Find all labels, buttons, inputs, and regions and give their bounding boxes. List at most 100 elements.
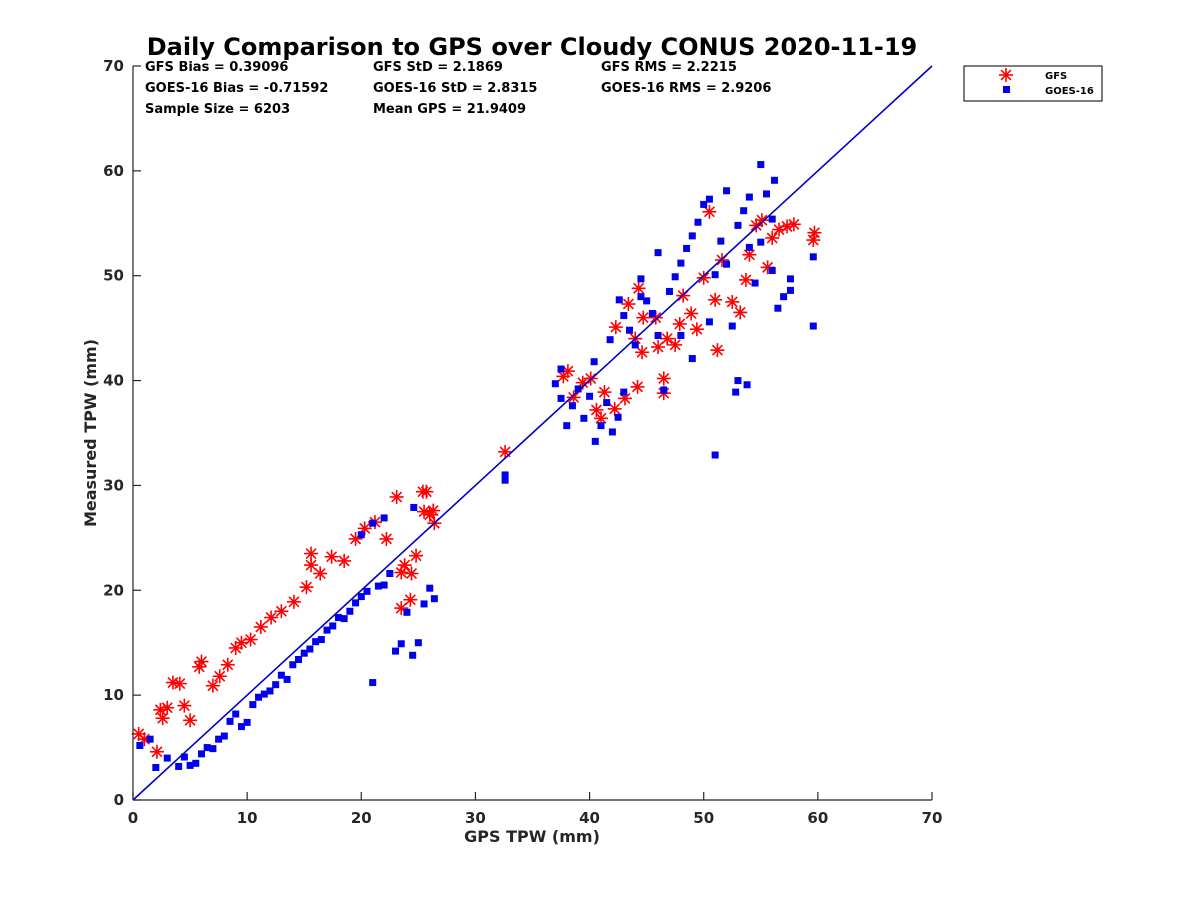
y-ticks: 0 10 20 30 40 50 60 70 [103,57,141,809]
gfs-point [635,345,650,360]
gfs-point [243,632,258,647]
y-tick-label: 60 [103,162,124,180]
goes16-point [705,318,713,326]
goes16-point [717,237,725,245]
goes16-point [620,312,628,320]
goes16-point [643,297,651,305]
goes16-point [786,275,794,283]
gfs-point [668,337,683,352]
goes16-point [654,331,662,339]
goes16-point [603,399,611,407]
goes16-point [283,675,291,683]
goes16-point [232,710,240,718]
gfs-point [725,294,740,309]
goes16-point [186,761,194,769]
stat-r1-c1: GOES-16 StD = 2.8315 [373,81,537,96]
gfs-point [672,316,687,331]
stat-r0-c2: GFS RMS = 2.2215 [601,60,737,75]
goes16-point [306,645,314,653]
goes16-point [732,388,740,396]
goes16-point [209,745,217,753]
gfs-point [710,343,725,358]
x-tick-label: 30 [465,809,486,827]
goes16-point [501,476,509,484]
goes16-point [688,355,696,363]
goes16-point [237,723,245,731]
y-tick-label: 70 [103,57,124,75]
goes16-point [580,414,588,422]
goes16-point [574,385,582,393]
goes16-point [626,326,634,334]
goes16-point [768,266,776,274]
gfs-point [636,310,651,325]
gfs-point [397,558,412,573]
goes16-point [369,519,377,527]
goes16-point [380,514,388,522]
gfs-point [426,503,441,518]
goes16-point [780,293,788,301]
series-gfs [131,204,822,759]
legend-gfs-asterisk [999,68,1013,82]
goes16-point [277,671,285,679]
goes16-point [163,754,171,762]
stat-r1-c2: GOES-16 RMS = 2.9206 [601,81,771,96]
gfs-point [403,592,418,607]
goes16-point [197,750,205,758]
goes16-point [711,451,719,459]
goes16-point [723,187,731,195]
goes16-point [757,238,765,246]
goes16-point [660,386,668,394]
goes16-point [557,365,565,373]
gfs-point [183,713,198,728]
gfs-point [404,566,419,581]
legend-gfs-marker [999,68,1013,82]
goes16-point [334,614,342,622]
legend-box [963,65,1103,102]
goes16-point [597,422,605,430]
gfs-point [593,411,608,426]
goes16-point [648,309,656,317]
goes16-point [392,647,400,655]
stat-r2-c0: Sample Size = 6203 [145,102,290,117]
goes16-point [430,595,438,603]
x-ticks: 0 10 20 30 40 50 60 70 [128,792,942,827]
gfs-point [389,489,404,504]
x-tick-label: 0 [128,809,138,827]
goes16-point [295,655,303,663]
x-tick-label: 10 [237,809,258,827]
goes16-point [568,402,576,410]
goes16-point [397,640,405,648]
goes16-point [220,732,228,740]
goes16-point [768,215,776,223]
gfs-point [149,744,164,759]
goes16-point [728,322,736,330]
gfs-point [742,247,757,262]
goes16-point [215,735,223,743]
y-tick-label: 10 [103,686,124,704]
goes16-point [705,195,713,203]
gfs-point [264,610,279,625]
gfs-point [177,698,192,713]
goes16-point [637,275,645,283]
gfs-point [394,601,409,616]
goes16-point [654,249,662,257]
goes16-point [723,260,731,268]
x-axis-label: GPS TPW (mm) [464,827,600,846]
goes16-point [606,336,614,344]
goes16-point [770,176,778,184]
goes16-point [152,763,160,771]
gfs-point [172,676,187,691]
goes16-point [786,286,794,294]
goes16-point [501,471,509,479]
goes16-point [740,207,748,215]
gfs-point [299,580,314,595]
goes16-point [289,661,297,669]
goes16-point [665,287,673,295]
gfs-point [313,566,328,581]
goes16-point [414,639,422,647]
goes16-point [409,651,417,659]
legend-gfs-label: GFS [1045,71,1067,82]
gfs-point [286,594,301,609]
gfs-point [165,675,180,690]
goes16-point [329,622,337,630]
